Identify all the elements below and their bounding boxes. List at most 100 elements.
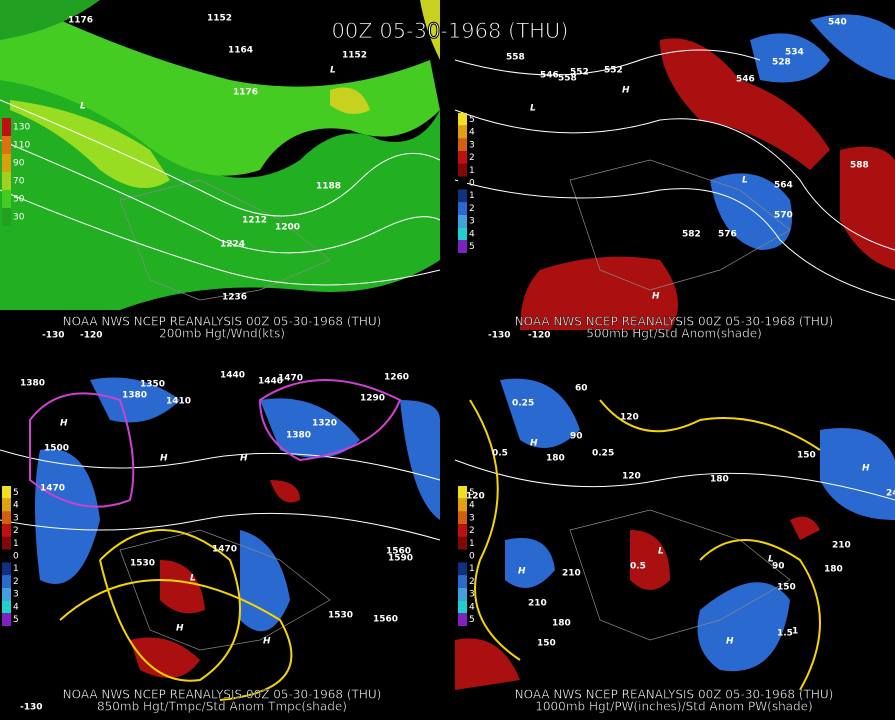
legend-label: 0 xyxy=(469,179,475,189)
legend-swatch xyxy=(458,176,467,190)
legend-swatch xyxy=(458,113,467,126)
contour-label: -120 xyxy=(528,331,551,341)
contour-label: 180 xyxy=(824,565,843,575)
legend-swatch xyxy=(458,240,467,253)
contour-label: -130 xyxy=(20,703,43,713)
legend-label: 1 xyxy=(469,191,475,201)
caption-line-1: NOAA NWS NCEP REANALYSIS 00Z 05-30-1968 … xyxy=(515,688,834,702)
contour-label: H xyxy=(518,567,526,577)
legend-swatch xyxy=(2,190,11,208)
legend-swatch xyxy=(458,486,467,499)
legend-label: 1 xyxy=(13,539,19,549)
legend-swatch xyxy=(458,511,467,525)
contour-label: 1530 xyxy=(328,611,353,621)
caption-line-2: 850mb Hgt/Tmpc/Std Anom Tmpc(shade) xyxy=(97,700,347,714)
contour-label: 1410 xyxy=(166,397,191,407)
legend-label: 2 xyxy=(469,204,475,214)
contour-label: 558 xyxy=(558,74,577,84)
legend-label: 2 xyxy=(13,577,19,587)
legend-label: 5 xyxy=(13,615,19,625)
legend-swatch xyxy=(458,587,467,601)
caption-line-1: NOAA NWS NCEP REANALYSIS 00Z 05-30-1968 … xyxy=(515,315,834,329)
contour-label: L xyxy=(530,104,536,114)
contour-label: 564 xyxy=(774,181,793,191)
contour-label: H xyxy=(240,454,248,464)
contour-label: 180 xyxy=(710,475,729,485)
legend-swatch xyxy=(2,549,11,563)
legend-swatch xyxy=(2,511,11,525)
contour-label: 150 xyxy=(777,583,796,593)
contour-label: H xyxy=(60,419,68,429)
caption-line-1: NOAA NWS NCEP REANALYSIS 00Z 05-30-1968 … xyxy=(63,688,382,702)
legend-swatch xyxy=(458,575,467,588)
contour-label: 582 xyxy=(682,230,701,240)
contour-label: -120 xyxy=(80,331,103,341)
contours xyxy=(0,49,895,701)
contour-label: 1560 xyxy=(386,547,411,557)
contour-label: H xyxy=(160,454,168,464)
legend-label: 4 xyxy=(469,501,475,511)
contour-label: 150 xyxy=(537,639,556,649)
legend-swatch xyxy=(458,163,467,177)
contour-label: H xyxy=(652,292,660,302)
legend-swatch xyxy=(2,536,11,550)
legend-label: 2 xyxy=(469,577,475,587)
legend-swatch xyxy=(458,562,467,576)
legend-label: 3 xyxy=(469,217,475,227)
contour-label: L xyxy=(190,574,196,584)
legend-label: 50 xyxy=(13,195,25,205)
contour-label: 558 xyxy=(506,53,525,63)
legend-swatch xyxy=(458,536,467,550)
contour-label: 210 xyxy=(562,569,581,579)
contour-label: 588 xyxy=(850,161,869,171)
legend-swatch xyxy=(458,151,467,164)
contour-label: 1164 xyxy=(228,46,253,56)
caption-line-2: 500mb Hgt/Std Anom(shade) xyxy=(586,327,762,341)
legend-swatch xyxy=(458,524,467,537)
legend-swatch xyxy=(2,613,11,626)
panel-1-shading xyxy=(0,0,440,310)
legend-swatch xyxy=(2,136,11,154)
legend-label: 4 xyxy=(13,501,19,511)
legend-label: 30 xyxy=(13,213,25,223)
contour-label: 0.25 xyxy=(592,449,614,459)
contour-label: L xyxy=(80,102,86,112)
legend-label: 70 xyxy=(13,177,25,187)
contour-label: 90 xyxy=(570,432,583,442)
contour-label: 180 xyxy=(552,619,571,629)
legend-swatch xyxy=(458,202,467,215)
contour-label: 1224 xyxy=(220,240,245,250)
legend-label: 3 xyxy=(13,590,19,600)
panel-4-shading xyxy=(455,378,895,690)
contour-label: 546 xyxy=(540,71,559,81)
contour-label: 540 xyxy=(828,18,847,28)
legend-swatch xyxy=(2,600,11,614)
contour-label: 1380 xyxy=(286,431,311,441)
legend-swatch xyxy=(458,214,467,228)
legend-label: 1 xyxy=(13,564,19,574)
contour-label: 534 xyxy=(785,48,804,58)
panel-3-shading xyxy=(35,377,440,678)
legend-label: 5 xyxy=(469,615,475,625)
contour-label: 1320 xyxy=(312,419,337,429)
contour-label: 1152 xyxy=(207,14,232,24)
legend-swatch xyxy=(2,562,11,576)
legend-label: 0 xyxy=(469,552,475,562)
legend-swatch xyxy=(2,154,11,172)
contour-label: 1176 xyxy=(233,88,258,98)
legend-label: 130 xyxy=(13,123,30,133)
contour-label: 552 xyxy=(570,68,589,78)
contour-label: -130 xyxy=(42,331,65,341)
legend-label: 0 xyxy=(13,552,19,562)
contour-label: 1152 xyxy=(342,51,367,61)
legend-label: 4 xyxy=(13,602,19,612)
contour-label: 240 xyxy=(886,489,895,499)
caption-line-2: 1000mb Hgt/PW(inches)/Std Anom PW(shade) xyxy=(535,700,812,714)
legend-label: 90 xyxy=(13,159,25,169)
contour-label: H xyxy=(862,464,870,474)
legend-swatch xyxy=(458,189,467,203)
contour-label: 150 xyxy=(797,451,816,461)
legend-swatch xyxy=(2,587,11,601)
legend-swatch xyxy=(2,172,11,190)
